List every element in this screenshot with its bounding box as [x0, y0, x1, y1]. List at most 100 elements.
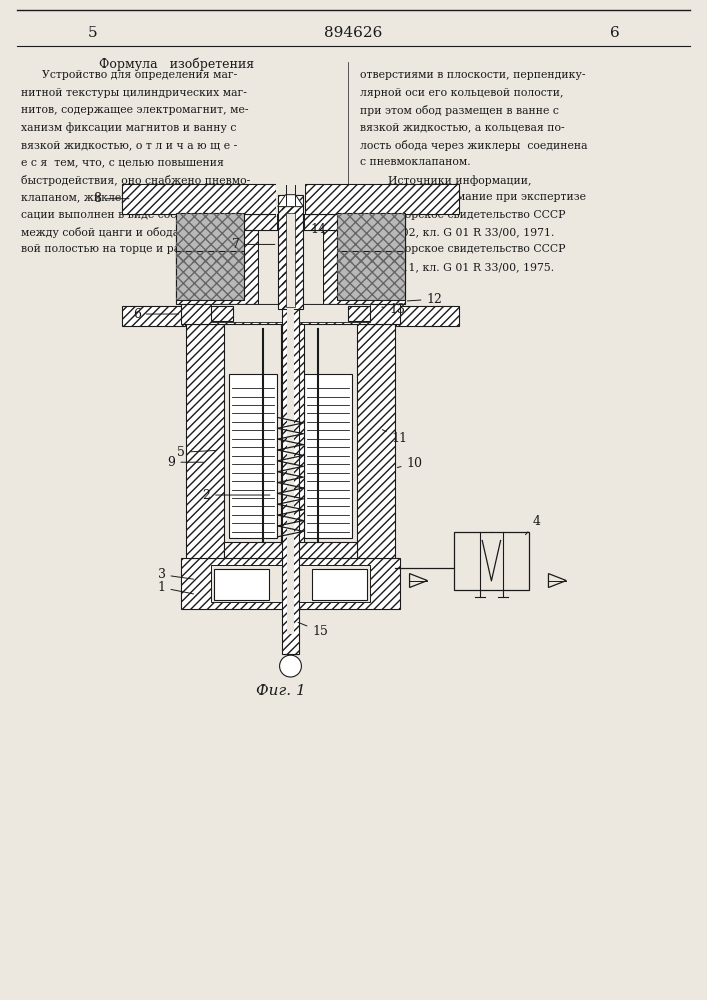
- Bar: [229, 374, 276, 538]
- Bar: [286, 215, 295, 634]
- Bar: [278, 195, 303, 309]
- Bar: [323, 230, 404, 304]
- Bar: [396, 306, 459, 326]
- Bar: [258, 230, 323, 304]
- Bar: [276, 212, 305, 232]
- Text: 10: 10: [397, 457, 423, 470]
- Bar: [348, 306, 370, 321]
- Bar: [305, 374, 352, 538]
- Bar: [214, 569, 269, 600]
- Bar: [295, 324, 305, 542]
- Text: с пневмоклапаном.: с пневмоклапаном.: [360, 157, 471, 167]
- Bar: [177, 214, 404, 230]
- Bar: [281, 195, 300, 654]
- Text: при этом обод размещен в ванне с: при этом обод размещен в ванне с: [360, 105, 559, 116]
- Text: Фиг. 1: Фиг. 1: [256, 684, 305, 698]
- Text: 2: 2: [202, 489, 270, 502]
- Bar: [337, 251, 404, 300]
- Bar: [182, 304, 399, 324]
- Bar: [278, 195, 303, 309]
- Text: 9: 9: [168, 456, 204, 469]
- Bar: [177, 251, 244, 300]
- Bar: [224, 542, 357, 558]
- Text: принятые во внимание при экспертизе: принятые во внимание при экспертизе: [360, 192, 586, 202]
- Text: вязкой жидкостью, а кольцевая по-: вязкой жидкостью, а кольцевая по-: [360, 123, 565, 133]
- Text: 1. Авторское свидетельство СССР: 1. Авторское свидетельство СССР: [360, 210, 566, 220]
- Text: 7: 7: [232, 238, 275, 251]
- Text: лость обода через жиклеры  соединена: лость обода через жиклеры соединена: [360, 140, 588, 151]
- Text: 8: 8: [93, 192, 129, 205]
- Text: 13: 13: [382, 303, 406, 316]
- Text: 1: 1: [158, 581, 194, 594]
- Bar: [291, 324, 295, 542]
- Bar: [396, 306, 459, 326]
- Text: 15: 15: [298, 622, 328, 638]
- Bar: [323, 230, 404, 304]
- Text: Источники информации,: Источники информации,: [360, 175, 532, 186]
- Text: вязкой жидкостью, о т л и ч а ю щ е -: вязкой жидкостью, о т л и ч а ю щ е -: [21, 140, 237, 150]
- Bar: [224, 324, 357, 558]
- Bar: [283, 609, 298, 654]
- Text: нитов, содержащее электромагнит, ме-: нитов, содержащее электромагнит, ме-: [21, 105, 248, 115]
- Bar: [182, 558, 399, 609]
- Bar: [337, 213, 404, 263]
- Text: 12: 12: [407, 293, 443, 306]
- Text: № 537311, кл. G 01 R 33/00, 1975.: № 537311, кл. G 01 R 33/00, 1975.: [360, 262, 554, 272]
- Bar: [187, 324, 224, 558]
- Bar: [357, 324, 395, 558]
- Bar: [211, 306, 233, 321]
- Bar: [305, 184, 459, 214]
- Text: лярной оси его кольцевой полости,: лярной оси его кольцевой полости,: [360, 88, 563, 98]
- Bar: [177, 213, 244, 263]
- Text: 5: 5: [87, 26, 97, 40]
- Bar: [122, 306, 185, 326]
- Bar: [224, 542, 357, 558]
- Text: клапаном, жиклерами, а механизм фик-: клапаном, жиклерами, а механизм фик-: [21, 192, 252, 203]
- Text: 4: 4: [525, 515, 541, 535]
- Text: 894626: 894626: [324, 26, 382, 40]
- Text: е с я  тем, что, с целью повышения: е с я тем, что, с целью повышения: [21, 157, 223, 167]
- Bar: [281, 195, 300, 654]
- Bar: [177, 230, 258, 304]
- Bar: [286, 213, 296, 307]
- Text: Устройство для определения маг-: Устройство для определения маг-: [21, 70, 237, 80]
- Bar: [211, 306, 233, 321]
- Bar: [337, 251, 404, 300]
- Text: Формула   изобретения: Формула изобретения: [99, 57, 254, 71]
- Bar: [211, 565, 370, 602]
- Bar: [187, 324, 224, 558]
- Text: 3: 3: [158, 568, 194, 581]
- Bar: [357, 324, 395, 558]
- Bar: [177, 213, 244, 263]
- Text: № 356602, кл. G 01 R 33/00, 1971.: № 356602, кл. G 01 R 33/00, 1971.: [360, 227, 554, 237]
- Bar: [283, 609, 298, 654]
- Text: сации выполнен в виде соединенных: сации выполнен в виде соединенных: [21, 210, 233, 220]
- Text: 2. Авторское свидетельство СССР: 2. Авторское свидетельство СССР: [360, 244, 566, 254]
- Bar: [122, 306, 185, 326]
- Bar: [122, 184, 276, 214]
- Text: 6: 6: [610, 26, 620, 40]
- Bar: [182, 304, 399, 324]
- Bar: [211, 304, 370, 322]
- Bar: [337, 213, 404, 263]
- Text: отверстиями в плоскости, перпендику-: отверстиями в плоскости, перпендику-: [360, 70, 585, 80]
- Bar: [276, 182, 305, 216]
- Circle shape: [279, 655, 301, 677]
- Text: нитной текстуры цилиндрических маг-: нитной текстуры цилиндрических маг-: [21, 88, 247, 98]
- Bar: [281, 324, 291, 542]
- Bar: [305, 184, 459, 214]
- Text: между собой цанги и обода с кольце-: между собой цанги и обода с кольце-: [21, 227, 235, 238]
- Bar: [177, 251, 244, 300]
- Bar: [454, 532, 529, 589]
- Polygon shape: [278, 195, 303, 207]
- Bar: [281, 324, 291, 542]
- Bar: [122, 184, 276, 214]
- Text: 11: 11: [382, 430, 408, 445]
- Bar: [182, 558, 399, 609]
- Text: 14: 14: [303, 223, 326, 236]
- Bar: [177, 230, 258, 304]
- Bar: [312, 569, 367, 600]
- Bar: [177, 214, 404, 230]
- Text: вой полостью на торце и радиальными: вой полостью на торце и радиальными: [21, 244, 245, 254]
- Bar: [348, 306, 370, 321]
